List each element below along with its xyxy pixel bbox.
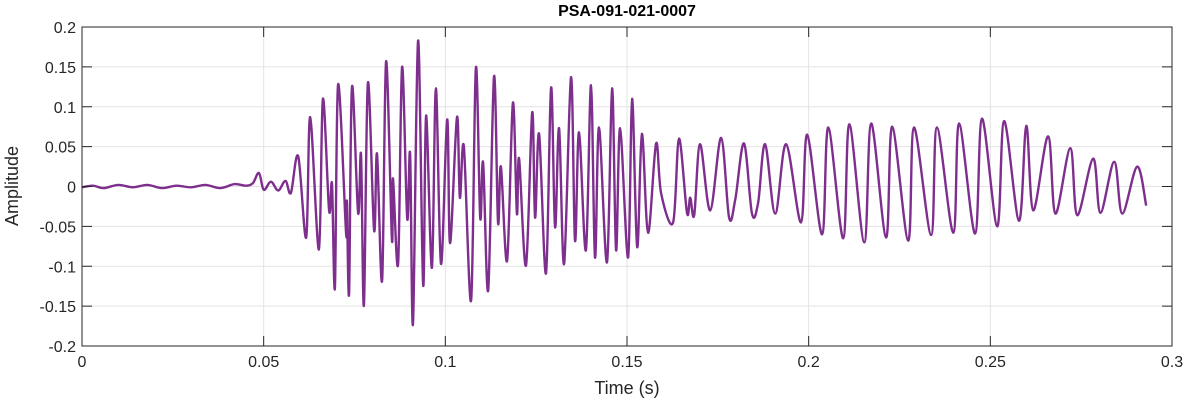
signal-line xyxy=(81,39,1148,327)
x-tick-label: 0.05 xyxy=(248,354,279,371)
x-tick-label: 0.1 xyxy=(434,354,456,371)
y-tick-label: 0.15 xyxy=(45,60,76,77)
y-axis-label: Amplitude xyxy=(2,146,22,226)
x-tick-label: 0.25 xyxy=(975,354,1006,371)
y-tick-label: 0 xyxy=(67,180,76,197)
x-tick-label: 0.15 xyxy=(611,354,642,371)
x-tick-label: 0.2 xyxy=(798,354,820,371)
x-axis-label: Time (s) xyxy=(594,378,659,398)
y-tick-label: 0.05 xyxy=(45,140,76,157)
chart-title: PSA-091-021-0007 xyxy=(558,3,696,20)
y-tick-label: -0.1 xyxy=(48,259,76,276)
y-tick-label: -0.2 xyxy=(48,339,76,356)
x-tick-label: 0.3 xyxy=(1161,354,1183,371)
x-tick-label: 0 xyxy=(78,354,87,371)
y-tick-label: 0.2 xyxy=(54,20,76,37)
y-tick-label: 0.1 xyxy=(54,100,76,117)
y-tick-label: -0.05 xyxy=(40,219,77,236)
y-tick-label: -0.15 xyxy=(40,299,77,316)
grid xyxy=(81,26,1173,347)
ticks: 0 0.05 0.1 0.15 0.2 0.25 0.3 -0.2 -0.15 -0.1 -0.05… xyxy=(40,20,1184,371)
